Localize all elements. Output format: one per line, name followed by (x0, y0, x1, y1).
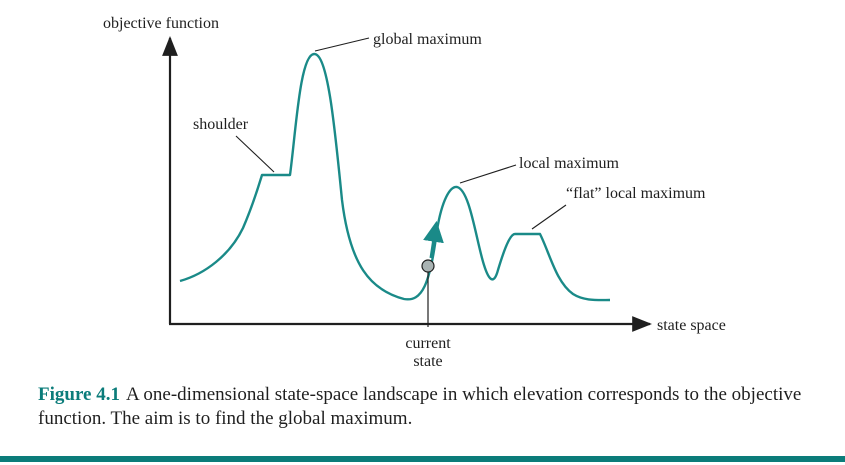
bottom-divider-rule (0, 456, 845, 462)
current-state-label-line2: state (413, 353, 442, 370)
local-maximum-label: local maximum (519, 155, 620, 172)
global-maximum-label: global maximum (373, 31, 482, 48)
flat-local-maximum-label: “flat” local maximum (566, 185, 706, 202)
figure-caption: Figure 4.1 A one-dimensional state-space … (38, 383, 828, 431)
figure-caption-text: A one-dimensional state-space landscape … (38, 384, 802, 429)
landscape-curve (179, 52, 611, 302)
shoulder-label: shoulder (193, 116, 249, 133)
y-axis-label: objective function (103, 15, 219, 32)
global-maximum-leader-line (314, 37, 370, 52)
x-axis-label: state space (657, 317, 726, 334)
current-state-marker (421, 259, 435, 273)
uphill-direction-arrow (423, 220, 444, 259)
shoulder-leader-line (235, 135, 275, 173)
current-state-label-line1: current (405, 335, 451, 352)
figure-number: Figure 4.1 (38, 384, 120, 405)
local-maximum-leader-line (459, 164, 517, 184)
state-space-landscape-diagram: objective function state space global ma… (103, 15, 726, 370)
flat-local-maximum-leader-line (531, 204, 567, 230)
